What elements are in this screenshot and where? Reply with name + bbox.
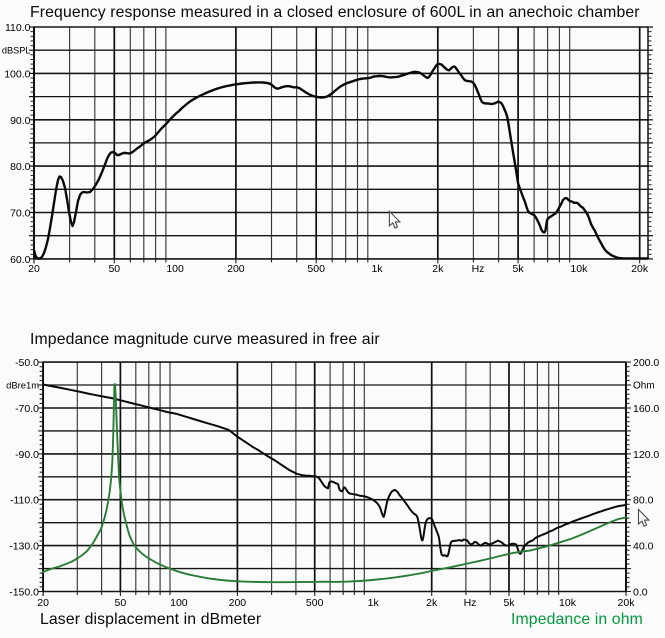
svg-text:20k: 20k — [631, 263, 649, 275]
svg-text:5k: 5k — [513, 263, 525, 275]
svg-text:10k: 10k — [559, 597, 577, 609]
svg-text:90.0: 90.0 — [10, 115, 31, 127]
svg-text:dBSPL: dBSPL — [2, 46, 31, 56]
svg-text:50: 50 — [108, 263, 120, 275]
svg-text:1k: 1k — [368, 597, 380, 609]
svg-text:-90.0: -90.0 — [15, 449, 39, 461]
svg-text:2k: 2k — [432, 263, 444, 275]
svg-text:60.0: 60.0 — [10, 254, 31, 266]
svg-text:Frequency response measured i: Frequency response measured in a closed … — [30, 4, 640, 21]
svg-text:Ohm: Ohm — [633, 381, 655, 392]
svg-text:20: 20 — [28, 263, 40, 275]
svg-text:20: 20 — [37, 597, 49, 609]
svg-text:2k: 2k — [426, 597, 438, 609]
svg-text:500: 500 — [306, 597, 324, 609]
svg-text:dBre1m: dBre1m — [6, 380, 39, 391]
svg-text:5k: 5k — [503, 597, 515, 609]
svg-text:500: 500 — [307, 263, 325, 275]
svg-text:-70.0: -70.0 — [15, 403, 39, 415]
svg-text:0.0: 0.0 — [633, 587, 648, 599]
svg-text:-130.0: -130.0 — [9, 541, 39, 553]
svg-text:120.0: 120.0 — [633, 449, 659, 461]
svg-text:-110.0: -110.0 — [10, 495, 39, 507]
svg-text:10k: 10k — [570, 263, 588, 275]
svg-text:70.0: 70.0 — [10, 208, 31, 220]
svg-text:200: 200 — [227, 263, 245, 275]
svg-text:Laser displacement in dBmeter: Laser displacement in dBmeter — [40, 611, 261, 628]
svg-text:110.0: 110.0 — [5, 22, 31, 34]
svg-text:100.0: 100.0 — [4, 68, 30, 80]
svg-text:40.0: 40.0 — [633, 541, 654, 553]
svg-text:200.0: 200.0 — [633, 357, 659, 369]
svg-text:100: 100 — [170, 597, 188, 609]
svg-text:-50.0: -50.0 — [15, 357, 39, 369]
svg-text:200: 200 — [229, 597, 247, 609]
svg-text:160.0: 160.0 — [633, 403, 659, 415]
svg-text:20k: 20k — [618, 597, 636, 609]
svg-text:50: 50 — [115, 597, 127, 609]
svg-text:Hz: Hz — [472, 263, 485, 275]
svg-text:80.0: 80.0 — [10, 161, 31, 173]
svg-text:Hz: Hz — [464, 597, 477, 609]
svg-text:100: 100 — [166, 263, 184, 275]
svg-text:1k: 1k — [371, 263, 383, 275]
svg-text:-150.0: -150.0 — [9, 587, 39, 599]
svg-text:Impedance magnitude curve mea: Impedance magnitude curve measured in fr… — [30, 331, 380, 348]
svg-text:80.0: 80.0 — [633, 495, 654, 507]
svg-text:Impedance in ohm: Impedance in ohm — [511, 611, 643, 628]
